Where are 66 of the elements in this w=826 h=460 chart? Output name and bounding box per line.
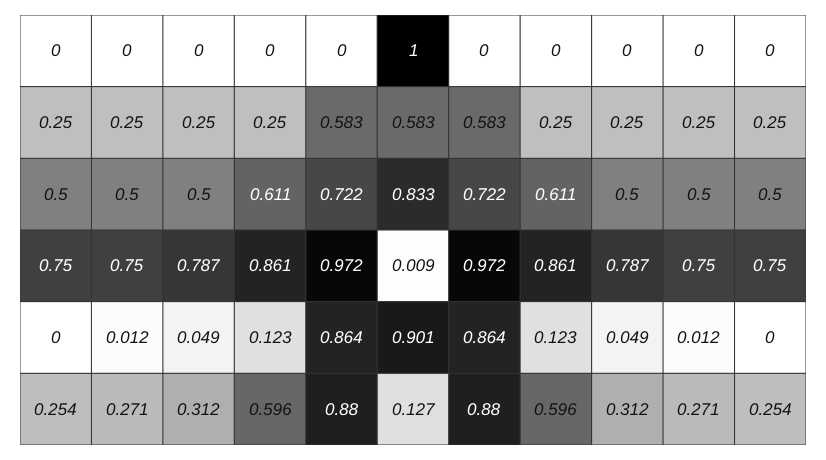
data-label: 0: [265, 41, 275, 60]
data-label: 0: [194, 41, 204, 60]
data-label: 0.972: [320, 256, 364, 275]
data-label: 0.75: [753, 256, 787, 275]
data-label: 0: [51, 328, 61, 347]
data-label: 0.25: [753, 113, 787, 132]
data-label: 0.861: [534, 256, 577, 275]
data-label: 0.5: [758, 185, 782, 204]
data-label: 0.611: [535, 185, 576, 204]
data-label: 0.596: [249, 400, 292, 419]
data-label: 0.972: [463, 256, 506, 275]
data-label: 0.25: [182, 113, 216, 132]
data-label: 0.127: [392, 400, 436, 419]
data-label: 0.864: [463, 328, 506, 347]
data-label: 0.787: [606, 256, 650, 275]
data-label: 0.5: [115, 185, 140, 204]
data-label: 0.254: [749, 400, 792, 419]
data-label: 0.25: [39, 113, 73, 132]
data-label: 0: [122, 41, 132, 60]
data-label: 0.583: [463, 113, 506, 132]
data-label: 0.012: [677, 328, 720, 347]
data-label: 0.864: [320, 328, 363, 347]
data-label: 0.75: [110, 256, 144, 275]
data-label: 0.722: [320, 185, 364, 204]
data-label: 0.5: [615, 185, 640, 204]
data-label: 0.271: [677, 400, 720, 419]
data-label: 0.271: [106, 400, 149, 419]
data-label: 0.583: [320, 113, 364, 132]
data-label: 0.75: [39, 256, 73, 275]
data-label: 0: [765, 328, 775, 347]
data-label: 0.25: [539, 113, 573, 132]
data-label: 0.25: [682, 113, 716, 132]
data-label: 0: [51, 41, 61, 60]
data-label: 0.611: [250, 185, 292, 204]
data-label: 0.049: [177, 328, 220, 347]
data-label: 0.5: [44, 185, 68, 204]
data-label: 0: [694, 41, 704, 60]
data-label: 0.5: [687, 185, 712, 204]
data-label: 0: [622, 41, 632, 60]
data-label: 0.123: [534, 328, 578, 347]
data-label: 0.596: [534, 400, 578, 419]
data-label: 0: [337, 41, 347, 60]
data-label: 0.049: [606, 328, 650, 347]
data-label: 0.722: [463, 185, 506, 204]
data-label: 0.012: [106, 328, 150, 347]
data-label: 0: [765, 41, 775, 60]
data-label: 0: [479, 41, 489, 60]
data-label: 0.25: [253, 113, 287, 132]
data-label: 0.833: [392, 185, 436, 204]
data-label: 1: [409, 41, 418, 60]
data-label: 0.787: [177, 256, 220, 275]
data-label: 0.88: [325, 400, 359, 419]
data-label: 0.583: [392, 113, 436, 132]
data-label: 0.009: [392, 256, 436, 275]
data-label: 0.901: [392, 328, 435, 347]
data-label: 0.88: [467, 400, 501, 419]
data-label: 0.312: [177, 400, 220, 419]
data-label: 0.123: [249, 328, 292, 347]
data-label: 0.25: [610, 113, 644, 132]
data-label: 0.254: [34, 400, 77, 419]
data-label: 0: [551, 41, 561, 60]
data-label: 0.75: [682, 256, 716, 275]
data-label: 0.25: [110, 113, 144, 132]
data-label: 0.5: [187, 185, 212, 204]
data-label: 0.861: [249, 256, 292, 275]
data-label: 0.312: [606, 400, 650, 419]
